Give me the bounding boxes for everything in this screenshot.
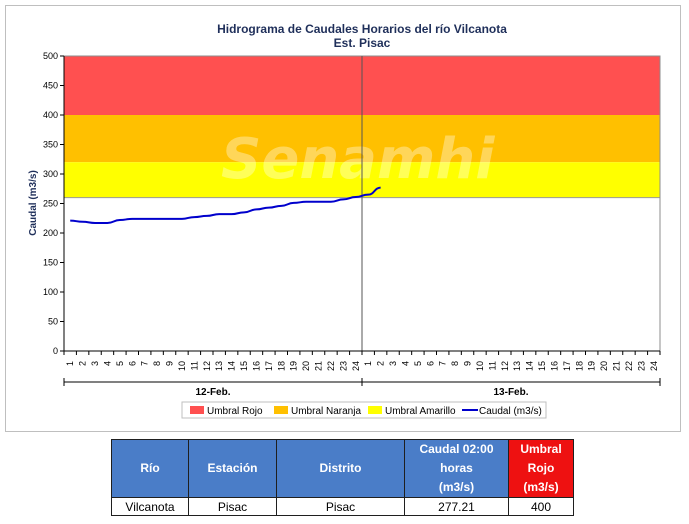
x-tick-label: 2 xyxy=(78,361,88,366)
cell-caudal: 277.21 xyxy=(404,497,509,516)
chart-title: Hidrograma de Caudales Horarios del río … xyxy=(217,22,507,36)
senamhi-watermark: Senamhi xyxy=(221,127,495,192)
x-tick-label: 6 xyxy=(425,361,435,366)
legend-box xyxy=(181,401,547,419)
x-tick-label: 5 xyxy=(413,361,423,366)
x-tick-label: 10 xyxy=(177,361,187,371)
legend-swatch xyxy=(274,406,288,414)
cell-distrito: Pisac xyxy=(276,497,405,516)
x-tick-label: 19 xyxy=(289,361,299,371)
x-tick-label: 7 xyxy=(438,361,448,366)
band-umbral-amarillo-day2 xyxy=(362,162,660,198)
legend-label: Caudal (m3/s) xyxy=(479,406,542,417)
x-tick-label: 3 xyxy=(388,361,398,366)
y-tick-label: 100 xyxy=(43,287,58,297)
chart-subtitle: Est. Pisac xyxy=(334,36,391,50)
x-tick-label: 9 xyxy=(463,361,473,366)
x-tick-label: 24 xyxy=(649,361,659,371)
x-tick-label: 12 xyxy=(202,361,212,371)
x-tick-label: 8 xyxy=(152,361,162,366)
y-tick-label: 150 xyxy=(43,258,58,268)
y-tick-label: 300 xyxy=(43,169,58,179)
header-umbral-rojo: Umbral Rojo (m3/s) xyxy=(508,439,574,498)
x-tick-label: 15 xyxy=(537,361,547,371)
x-tick-label: 16 xyxy=(251,361,261,371)
station-table: Río Estación Distrito Caudal 02:00 horas… xyxy=(111,439,574,516)
header-distrito: Distrito xyxy=(276,439,405,498)
chart-frame: Hidrograma de Caudales Horarios del río … xyxy=(5,5,681,432)
y-axis-label: Caudal (m3/s) xyxy=(28,170,39,236)
x-tick-label: 17 xyxy=(264,361,274,371)
x-tick-label: 17 xyxy=(562,361,572,371)
cell-estacion: Pisac xyxy=(188,497,277,516)
day-label: 12-Feb. xyxy=(195,387,230,398)
header-rio: Río xyxy=(111,439,189,498)
x-tick-label: 6 xyxy=(127,361,137,366)
y-tick-label: 50 xyxy=(48,317,58,327)
band-umbral-rojo-day1 xyxy=(64,56,362,115)
x-tick-label: 11 xyxy=(487,361,497,370)
y-tick-label: 0 xyxy=(53,346,58,356)
y-tick-label: 500 xyxy=(43,51,58,61)
x-tick-label: 11 xyxy=(189,361,199,370)
x-tick-label: 2 xyxy=(376,361,386,366)
x-tick-label: 12 xyxy=(500,361,510,371)
x-tick-label: 20 xyxy=(599,361,609,371)
legend-label: Umbral Naranja xyxy=(291,406,361,417)
x-tick-label: 18 xyxy=(574,361,584,371)
x-tick-label: 15 xyxy=(239,361,249,371)
y-tick-label: 400 xyxy=(43,110,58,120)
x-tick-label: 8 xyxy=(450,361,460,366)
band-umbral-naranja-day1 xyxy=(64,115,362,163)
x-tick-label: 9 xyxy=(165,361,175,366)
day-label: 13-Feb. xyxy=(493,387,528,398)
threshold-bands xyxy=(64,56,660,199)
x-tick-label: 7 xyxy=(140,361,150,366)
x-tick-label: 14 xyxy=(227,361,237,371)
legend-label: Umbral Amarillo xyxy=(385,406,456,417)
x-tick-label: 23 xyxy=(636,361,646,371)
header-estacion: Estación xyxy=(188,439,277,498)
x-tick-label: 1 xyxy=(363,361,373,366)
series-line-caudal xyxy=(70,186,381,224)
cell-umbral-rojo: 400 xyxy=(508,497,574,516)
y-tick-label: 200 xyxy=(43,228,58,238)
legend-label: Umbral Rojo xyxy=(207,406,263,417)
x-tick-label: 21 xyxy=(612,361,622,371)
legend-swatch xyxy=(368,406,382,414)
legend-swatch xyxy=(190,406,204,414)
x-tick-label: 18 xyxy=(276,361,286,371)
band-umbral-naranja-day2 xyxy=(362,115,660,163)
x-tick-label: 3 xyxy=(90,361,100,366)
x-tick-label: 10 xyxy=(475,361,485,371)
x-tick-label: 14 xyxy=(525,361,535,371)
legend: Umbral Rojo Umbral Naranja Umbral Amarillo… xyxy=(181,401,547,419)
band-umbral-amarillo-day1 xyxy=(64,162,362,198)
x-tick-label: 22 xyxy=(326,361,336,371)
table-row: Vilcanota Pisac Pisac 277.21 400 xyxy=(111,497,574,516)
header-caudal: Caudal 02:00 horas (m3/s) xyxy=(404,439,509,498)
x-tick-label: 20 xyxy=(301,361,311,371)
hydrograph-chart: Hidrograma de Caudales Horarios del río … xyxy=(28,22,661,419)
x-tick-label: 13 xyxy=(512,361,522,371)
x-tick-label: 22 xyxy=(624,361,634,371)
x-tick-label: 5 xyxy=(115,361,125,366)
x-tick-label: 24 xyxy=(351,361,361,371)
y-tick-label: 250 xyxy=(43,199,58,209)
x-tick-label: 23 xyxy=(338,361,348,371)
y-tick-label: 350 xyxy=(43,140,58,150)
x-tick-label: 13 xyxy=(214,361,224,371)
x-tick-label: 4 xyxy=(400,361,410,366)
x-tick-label: 4 xyxy=(102,361,112,366)
x-tick-label: 1 xyxy=(65,361,75,366)
y-tick-label: 450 xyxy=(43,81,58,91)
table-header-row: Río Estación Distrito Caudal 02:00 horas… xyxy=(111,439,574,498)
x-tick-label: 16 xyxy=(549,361,559,371)
band-umbral-rojo-day2 xyxy=(362,56,660,115)
x-tick-label: 21 xyxy=(314,361,324,371)
series-layer xyxy=(70,186,381,224)
cell-rio: Vilcanota xyxy=(111,497,189,516)
x-tick-label: 19 xyxy=(587,361,597,371)
